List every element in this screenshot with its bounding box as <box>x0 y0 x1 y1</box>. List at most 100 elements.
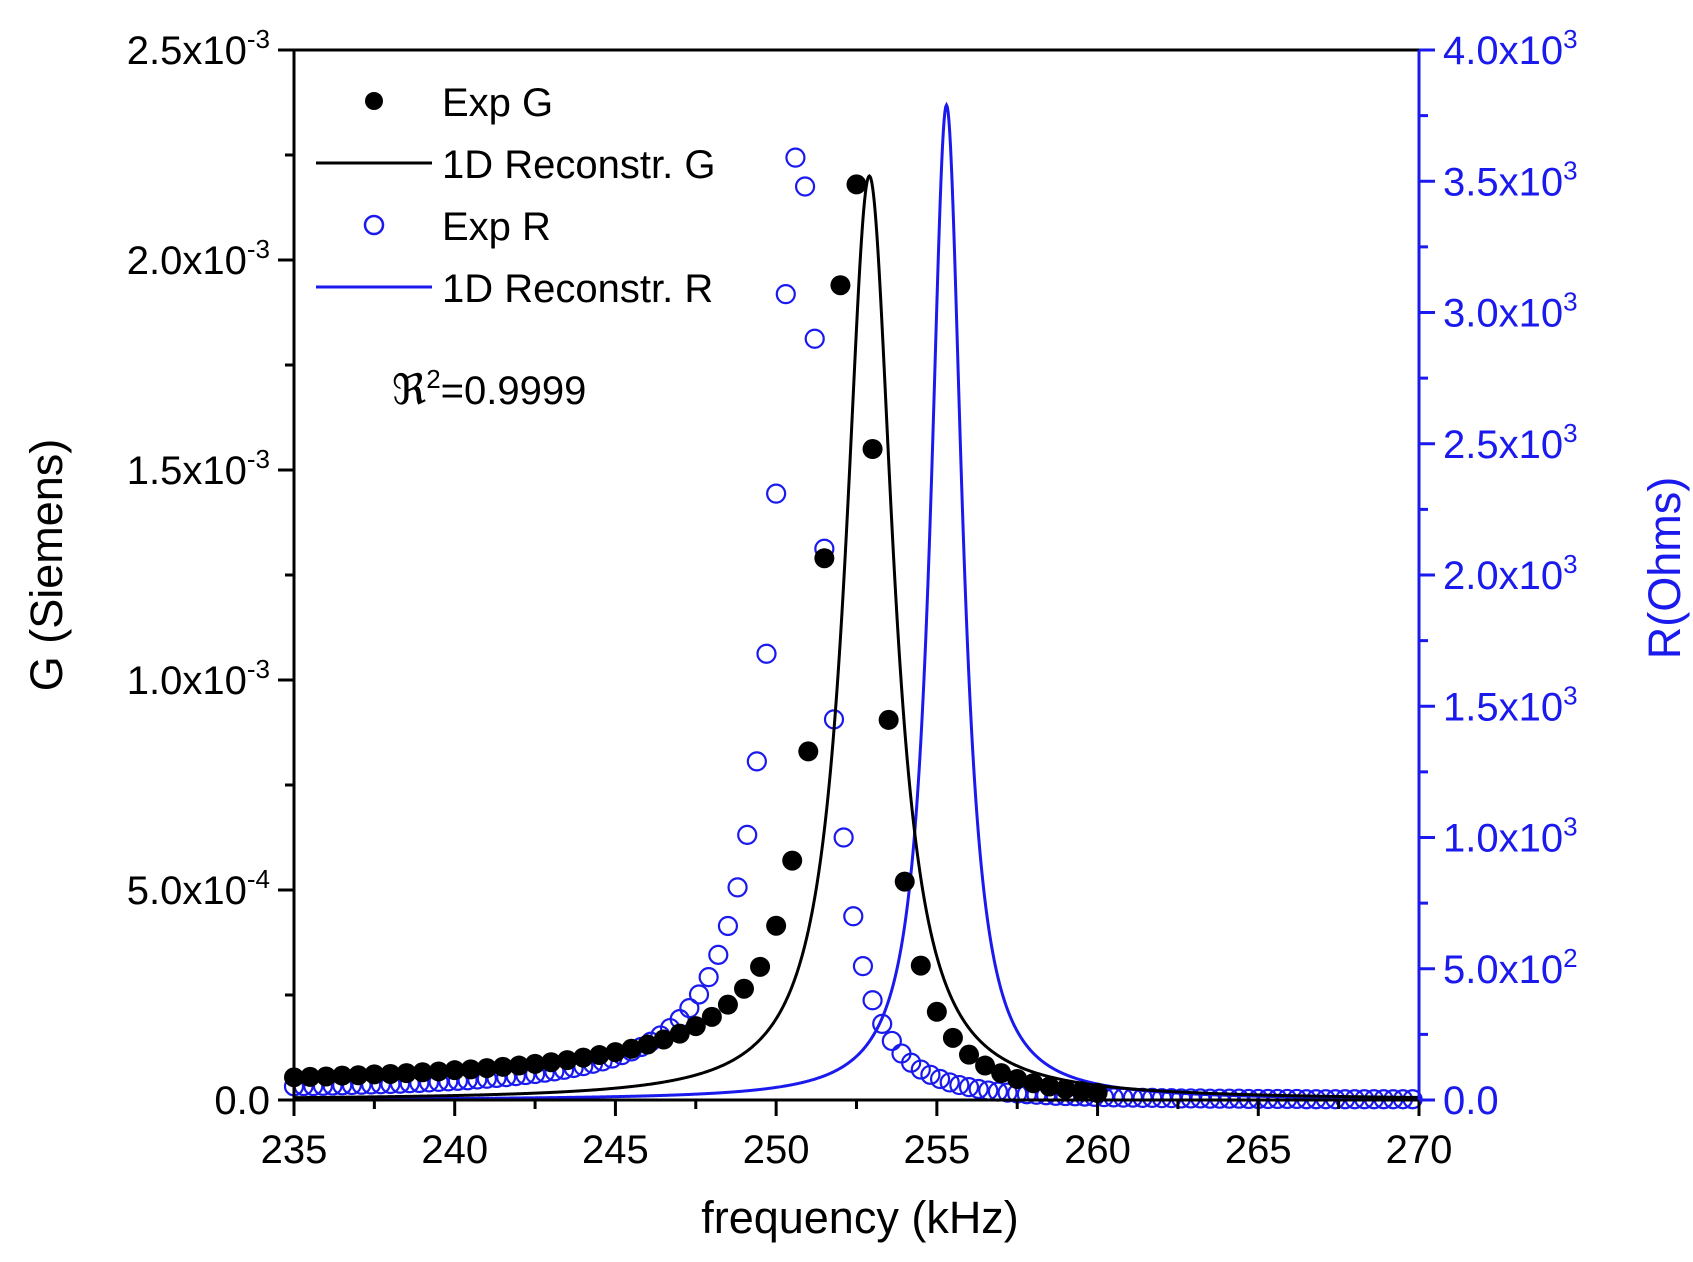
y-left-tick-label: 2.5x10-3 <box>127 24 270 73</box>
recon-g-line <box>293 173 1420 1100</box>
exp-r-point <box>949 1074 970 1096</box>
exp-g-point <box>782 850 803 871</box>
exp-g-point <box>975 1055 996 1076</box>
exp-g-point <box>734 978 754 999</box>
x-tick-label: 260 <box>1064 1128 1131 1172</box>
exp-g-point <box>1039 1076 1060 1097</box>
exp-g-point <box>846 174 867 195</box>
x-tick-label: 250 <box>743 1128 810 1172</box>
exp-g-point <box>557 1050 578 1071</box>
exp-r-point <box>785 147 806 168</box>
exp-g-point <box>605 1042 626 1063</box>
y-left-tick-label: 5.0x10-4 <box>127 864 270 913</box>
y-left-tick-label: 2.0x10-3 <box>127 234 270 283</box>
r-squared-sup: 2 <box>426 364 440 394</box>
y-right-tick-label: 1.5x103 <box>1443 680 1578 729</box>
exp-r-point <box>1161 1088 1182 1109</box>
exp-r-point <box>920 1064 941 1085</box>
exp-g-point <box>509 1055 529 1076</box>
exp-g-point <box>637 1034 658 1055</box>
exp-g-point <box>300 1066 321 1087</box>
y-right-tick-label: 3.5x103 <box>1443 155 1578 204</box>
y-right-tick-label: 2.5x103 <box>1443 418 1578 467</box>
y-right-tick-label: 0.0 <box>1443 1079 1499 1123</box>
legend: Exp G 1D Reconstr. G Exp R 1D Reconstr. … <box>316 81 715 311</box>
exp-g-point <box>1071 1081 1092 1102</box>
legend-label-exp-r: Exp R <box>442 205 551 249</box>
y-right-axis-label: R(Ohms) <box>1639 477 1690 659</box>
exp-g-point <box>444 1060 465 1081</box>
exp-g-point <box>669 1023 690 1044</box>
exp-r-point <box>766 483 787 504</box>
exp-g-point <box>942 1027 963 1048</box>
legend-label-recon-g: 1D Reconstr. G <box>442 143 715 187</box>
y-right-tick-label: 5.0x102 <box>1443 943 1578 992</box>
exp-g-point <box>525 1053 546 1074</box>
exp-r-point <box>1151 1088 1172 1109</box>
exp-r-point <box>1171 1088 1192 1109</box>
legend-marker-exp-r <box>363 214 385 236</box>
exp-g-point <box>332 1065 353 1086</box>
exp-r-point <box>727 877 748 898</box>
y-left-tick-label: 1.5x10-3 <box>127 444 270 493</box>
y-left-tick-label: 0.0 <box>214 1079 270 1123</box>
exp-r-point <box>881 1030 902 1052</box>
exp-g-point <box>621 1038 642 1059</box>
r-squared-symbol: ℜ <box>392 365 426 414</box>
exp-g-point <box>348 1065 369 1086</box>
recon-r-line <box>294 101 1420 1101</box>
exp-g-point <box>717 994 738 1015</box>
exp-g-point <box>991 1063 1012 1084</box>
exp-g-point <box>862 439 883 459</box>
x-tick-label: 245 <box>582 1128 649 1172</box>
y-right-tick-label: 3.0x103 <box>1443 287 1578 336</box>
exp-r-point <box>939 1072 960 1093</box>
exp-r-point <box>688 984 710 1005</box>
y-left-axis-label: G (Siemens) <box>21 439 72 692</box>
exp-r-point <box>1142 1087 1163 1109</box>
exp-g-point <box>1023 1073 1044 1094</box>
exp-r-point <box>804 328 825 349</box>
x-tick-label: 270 <box>1386 1128 1453 1172</box>
exp-g-point <box>476 1058 497 1079</box>
exp-r-point <box>775 284 796 305</box>
exp-g-point <box>589 1045 610 1066</box>
exp-r-point <box>997 1082 1018 1103</box>
exp-g-point <box>910 955 931 976</box>
axes-layer: 235 240 245 250 255 260 265 270 0.0 5.0x10-4 1.0x1… <box>127 24 1578 1172</box>
exp-r-point <box>843 906 864 927</box>
exp-r-point <box>833 827 854 848</box>
y-left-tick-label: 1.0x10-3 <box>127 654 270 703</box>
exp-g-point <box>959 1044 979 1065</box>
x-tick-label: 255 <box>903 1128 970 1172</box>
exp-r-point <box>737 824 758 845</box>
exp-r-point <box>929 1068 951 1090</box>
r-squared-value: =0.9999 <box>441 369 587 413</box>
exp-g-point <box>685 1016 706 1037</box>
exp-r-point <box>968 1078 989 1100</box>
exp-r-point <box>794 176 816 197</box>
exp-g-point <box>1007 1069 1028 1089</box>
y-right-tick-label: 1.0x103 <box>1443 812 1578 861</box>
exp-g-point <box>492 1056 513 1077</box>
exp-g-point <box>830 275 851 296</box>
exp-r-point <box>698 967 719 988</box>
legend-label-recon-r: 1D Reconstr. R <box>442 267 713 311</box>
exp-g-point <box>412 1062 433 1083</box>
exp-r-point <box>1180 1088 1201 1109</box>
exp-g-point <box>428 1061 449 1082</box>
x-tick-label: 235 <box>261 1128 328 1172</box>
legend-marker-exp-g <box>365 92 383 110</box>
exp-r-point <box>958 1077 980 1098</box>
x-tick-label: 240 <box>421 1128 488 1172</box>
exp-g-point <box>653 1029 674 1050</box>
exp-r-point <box>872 1013 893 1034</box>
exp-g-point <box>396 1063 417 1084</box>
exp-g-point <box>701 1006 722 1027</box>
exp-g-point <box>1087 1082 1108 1103</box>
x-axis-label: frequency (kHz) <box>701 1192 1019 1243</box>
exp-g-point <box>798 741 819 762</box>
exp-g-point <box>1055 1079 1076 1100</box>
series-layer <box>283 101 1423 1110</box>
